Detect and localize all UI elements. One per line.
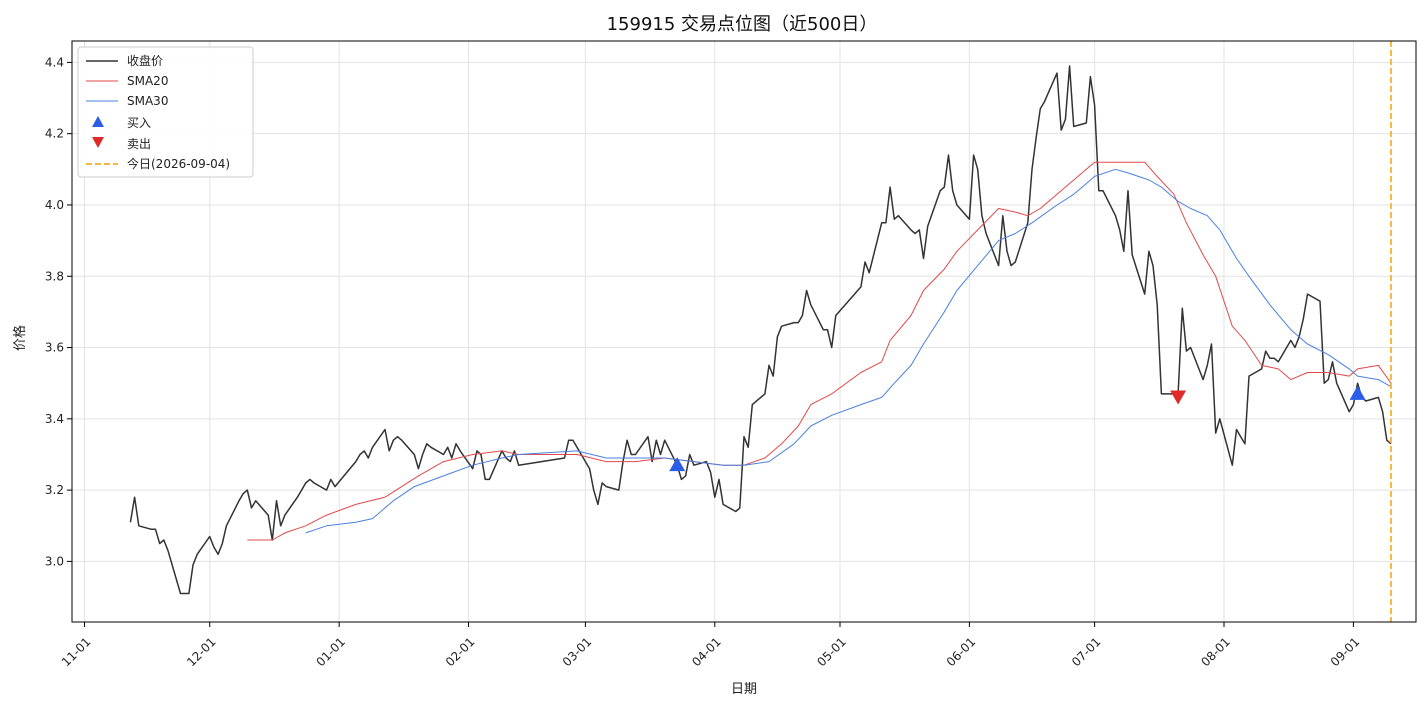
x-tick-label: 11-01 [59,635,94,670]
x-tick-label: 07-01 [1069,635,1104,670]
marker-layer [669,41,1392,622]
close-price-line [129,65,1392,595]
y-axis-label: 价格 [12,325,28,351]
y-tick-label: 3.8 [45,269,64,283]
buy-marker [1349,385,1366,400]
y-tick-label: 3.6 [45,341,64,355]
legend: 收盘价 SMA20 SMA30 买入 卖出 今日(2026-09-04) [77,46,254,178]
x-tick-label: 09-01 [1328,635,1363,670]
y-tick-label: 4.4 [45,55,64,69]
plot-frame [71,40,1417,623]
y-tick-label: 3.0 [45,554,64,568]
legend-today-label: 今日(2026-09-04) [127,156,230,171]
buy-marker [669,457,686,472]
chart-title: 159915 交易点位图（近500日） [607,14,878,35]
x-tick-label: 05-01 [814,635,849,670]
legend-sell-icon [92,137,104,148]
y-tick-label: 3.2 [45,483,64,497]
x-tick-label: 12-01 [184,635,219,670]
legend-close-label: 收盘价 [127,53,163,68]
gridlines [72,41,1416,622]
x-tick-label: 06-01 [944,635,979,670]
legend-buy-label: 买入 [127,116,151,130]
y-tick-label: 3.4 [45,412,64,426]
x-tick-label: 02-01 [443,635,478,670]
legend-frame [77,46,254,178]
sma30-line [305,168,1392,534]
x-tick-label: 01-01 [314,635,349,670]
legend-buy-icon [92,116,104,127]
series-layer [129,65,1392,595]
legend-sma20-label: SMA20 [127,74,168,88]
x-tick-label: 08-01 [1198,635,1233,670]
x-axis-label: 日期 [731,682,757,697]
legend-sma30-label: SMA30 [127,94,168,108]
y-tick-label: 4.2 [45,127,64,141]
x-tick-label: 03-01 [560,635,595,670]
sma20-line [247,161,1392,541]
x-tick-label: 04-01 [689,635,724,670]
sell-marker [1170,390,1187,405]
y-tick-label: 4.0 [45,198,64,212]
legend-sell-label: 卖出 [127,137,151,151]
